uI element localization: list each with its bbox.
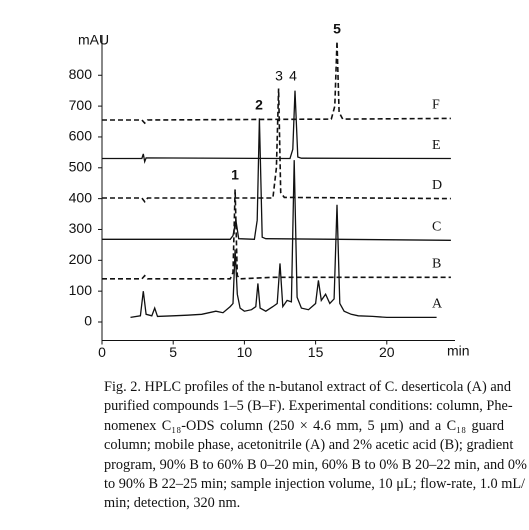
caption-line: Fig. 2. HPLC profiles of the n-butanol e… [104,379,511,395]
y-tick-label: 800 [69,66,93,82]
peak-label: 3 [275,68,283,84]
series-line [130,160,437,319]
y-tick-label: 100 [69,282,93,298]
series-line [102,189,451,280]
caption-line: nomenex C₁₈-ODS column (250 × 4.6 mm, 5 … [104,417,504,434]
caption-line: column; mobile phase, acetonitrile (A) a… [104,437,514,454]
series-label: F [432,98,440,113]
series-line [102,118,451,241]
x-tick-label: 10 [237,344,253,360]
y-tick-label: 200 [69,251,93,267]
y-tick-label: 0 [84,313,92,329]
y-tick-label: 700 [69,97,93,113]
series-line [102,41,451,125]
y-tick-label: 300 [69,220,93,236]
caption: Fig. 2. HPLC profiles of the n-butanol e… [104,378,529,514]
x-axis-label: min [447,343,470,359]
y-tick-label: 600 [69,128,93,144]
peak-label: 2 [255,97,263,113]
series-label: E [432,138,441,153]
series-label: D [432,178,442,193]
series-label: C [432,219,441,234]
peak-label: 1 [231,167,239,183]
x-tick-label: 5 [169,344,177,360]
y-tick-label: 400 [69,189,93,205]
x-tick-label: 0 [98,344,106,360]
series-label: B [432,256,441,271]
series-line [102,90,451,165]
caption-line: program, 90% B to 60% B 0–20 min, 60% B … [104,456,529,473]
x-tick-label: 20 [379,344,395,360]
peak-label: 5 [333,21,341,37]
series-line [102,88,451,204]
caption-line: to 90% B 22–25 min; sample injection vol… [104,476,526,493]
series-label: A [432,297,443,312]
x-tick-label: 15 [308,344,324,360]
peak-label: 4 [289,68,297,84]
y-tick-label: 500 [69,158,93,174]
caption-line: min; detection, 320 nm. [104,495,241,512]
y-axis-label: mAU [78,32,109,48]
caption-line: purified compounds 1–5 (B–F). Experiment… [104,398,513,415]
